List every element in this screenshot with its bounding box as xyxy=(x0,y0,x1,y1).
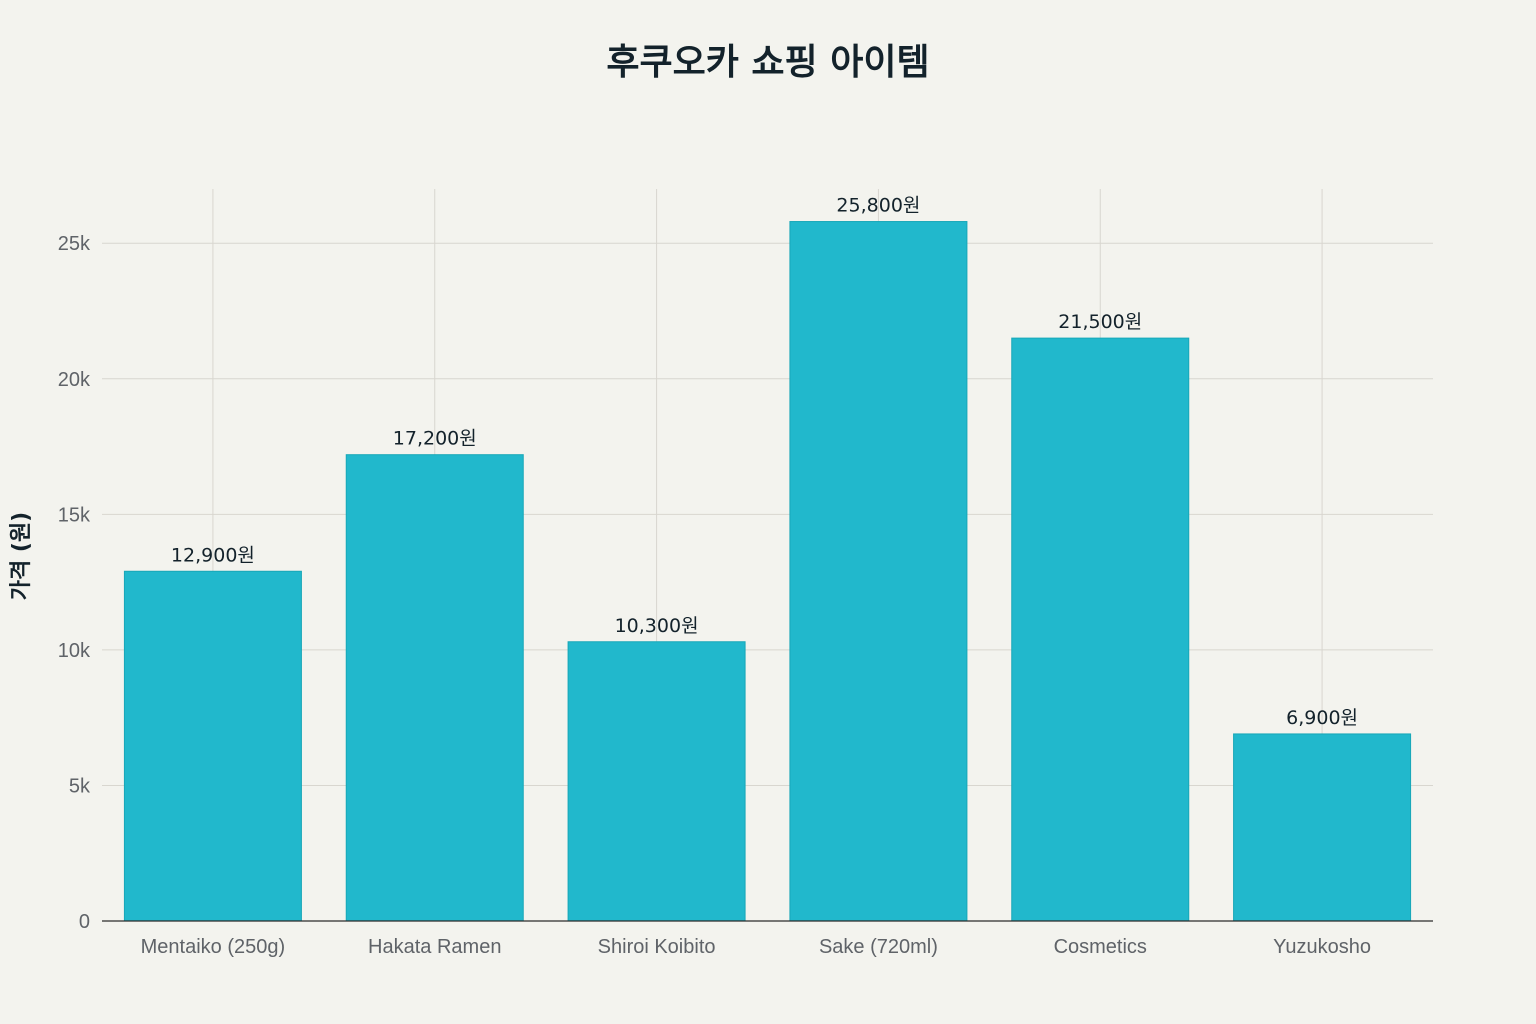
bar-value-label: 10,300원 xyxy=(615,615,699,637)
y-tick-label: 25k xyxy=(58,233,91,255)
x-tick-label: Cosmetics xyxy=(1054,936,1147,958)
bar xyxy=(1011,337,1190,922)
y-tick-label: 15k xyxy=(58,504,91,526)
y-tick-label: 5k xyxy=(69,775,91,797)
bar xyxy=(345,454,524,922)
bar-value-label: 6,900원 xyxy=(1286,707,1358,729)
x-axis-ticks: Mentaiko (250g) Hakata Ramen Shiroi Koibit… xyxy=(141,936,1371,958)
bar-value-label: 21,500원 xyxy=(1058,311,1142,333)
x-tick-label: Yuzukosho xyxy=(1273,936,1371,958)
bar xyxy=(567,641,746,922)
bar xyxy=(123,570,302,922)
x-tick-label: Hakata Ramen xyxy=(368,936,501,958)
x-tick-label: Shiroi Koibito xyxy=(598,936,716,958)
bar xyxy=(789,221,968,922)
data-labels: 12,900원 17,200원 10,300원 25,800원 21,500원 6,900… xyxy=(171,195,1358,729)
chart-title: 후쿠오카 쇼핑 아이템 xyxy=(606,42,929,83)
y-axis-ticks: 0 5k 10k 15k 20k 25k xyxy=(58,233,91,933)
bar-value-label: 25,800원 xyxy=(836,195,920,217)
y-tick-label: 10k xyxy=(58,640,91,662)
bar-value-label: 17,200원 xyxy=(393,428,477,450)
x-tick-label: Sake (720ml) xyxy=(819,936,938,958)
bars xyxy=(123,221,1412,922)
y-axis-label: 가격 (원) xyxy=(9,512,34,601)
y-tick-label: 0 xyxy=(79,911,90,933)
bar-value-label: 12,900원 xyxy=(171,544,255,566)
bar xyxy=(1233,733,1412,922)
y-tick-label: 20k xyxy=(58,369,91,391)
x-tick-label: Mentaiko (250g) xyxy=(141,936,286,958)
